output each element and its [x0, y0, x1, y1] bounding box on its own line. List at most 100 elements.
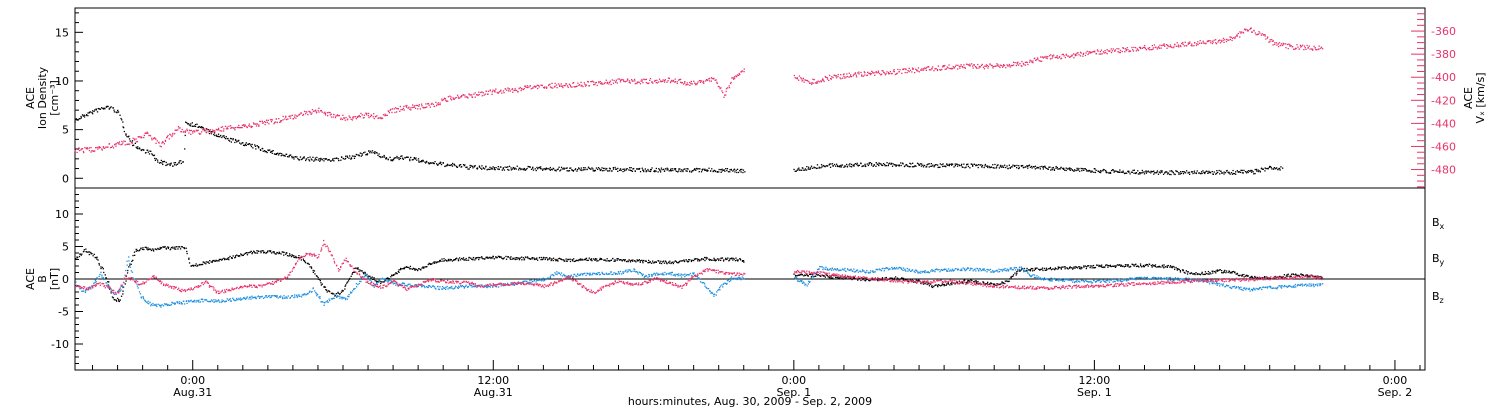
- data-dot: [199, 133, 202, 135]
- data-dot: [161, 142, 163, 144]
- data-dot: [570, 86, 572, 88]
- data-dot: [816, 167, 818, 169]
- data-dot: [972, 67, 974, 69]
- data-dot: [179, 248, 182, 250]
- data-dot: [234, 138, 237, 141]
- data-dot: [454, 97, 456, 99]
- data-dot: [1155, 172, 1157, 174]
- data-dot: [1230, 271, 1232, 274]
- data-dot: [1194, 172, 1196, 174]
- data-dot: [665, 260, 667, 263]
- data-dot: [901, 72, 903, 74]
- data-dot: [695, 258, 697, 260]
- data-dot: [1187, 43, 1189, 45]
- data-dot: [561, 259, 563, 261]
- data-dot: [520, 89, 522, 92]
- data-dot: [1158, 171, 1160, 173]
- data-dot: [131, 142, 133, 145]
- data-dot: [479, 284, 481, 286]
- data-dot: [721, 90, 723, 92]
- data-dot: [467, 259, 470, 261]
- data-dot: [1089, 266, 1091, 269]
- data-dot: [1237, 32, 1239, 35]
- data-dot: [821, 166, 823, 168]
- data-dot: [360, 112, 362, 115]
- data-dot: [319, 280, 321, 282]
- data-dot: [1036, 267, 1038, 270]
- data-dot: [278, 118, 280, 120]
- data-dot: [565, 167, 567, 169]
- data-dot: [418, 105, 420, 107]
- data-dot: [661, 169, 663, 171]
- data-dot: [1315, 49, 1318, 51]
- data-dot: [647, 262, 649, 264]
- data-dot: [696, 83, 698, 85]
- data-dot: [394, 157, 396, 159]
- data-dot: [875, 71, 877, 73]
- data-dot: [191, 125, 193, 127]
- data-dot: [1092, 51, 1095, 53]
- data-dot: [505, 255, 507, 258]
- data-dot: [1290, 275, 1292, 277]
- data-dot: [391, 274, 393, 277]
- data-dot: [1153, 44, 1156, 46]
- data-dot: [966, 63, 968, 65]
- data-dot: [441, 98, 443, 100]
- data-dot: [1163, 264, 1165, 266]
- data-dot: [391, 108, 394, 110]
- data-dot: [477, 94, 479, 96]
- data-dot: [658, 168, 660, 170]
- data-dot: [445, 165, 447, 167]
- data-dot: [491, 91, 493, 93]
- data-dot: [1186, 45, 1188, 47]
- data-dot: [156, 305, 158, 308]
- data-dot: [1086, 170, 1088, 172]
- data-dot: [1158, 46, 1160, 48]
- data-dot: [574, 168, 577, 170]
- data-dot: [457, 96, 459, 98]
- data-dot: [102, 277, 105, 279]
- data-dot: [803, 275, 805, 277]
- data-dot: [700, 80, 702, 82]
- data-dot: [152, 248, 154, 250]
- data-dot: [1202, 273, 1204, 276]
- data-dot: [350, 275, 352, 277]
- data-dot: [499, 283, 501, 285]
- data-dot: [594, 83, 596, 86]
- data-dot: [205, 128, 207, 130]
- data-dot: [83, 116, 86, 118]
- data-dot: [448, 287, 450, 289]
- data-dot: [387, 277, 389, 279]
- data-dot: [341, 290, 344, 292]
- data-dot: [1244, 171, 1247, 173]
- data-dot: [308, 160, 311, 162]
- data-dot: [546, 86, 548, 88]
- data-dot: [361, 270, 363, 272]
- data-dot: [182, 161, 184, 163]
- data-dot: [230, 138, 232, 140]
- data-dot: [907, 70, 909, 72]
- data-dot: [144, 132, 146, 134]
- data-dot: [730, 168, 732, 171]
- data-dot: [1127, 265, 1129, 267]
- data-dot: [680, 260, 682, 262]
- data-dot: [504, 283, 506, 285]
- data-dot: [450, 259, 452, 261]
- data-dot: [591, 167, 593, 169]
- data-dot: [1285, 43, 1287, 45]
- data-dot: [107, 285, 110, 287]
- data-dot: [1113, 265, 1115, 267]
- data-dot: [87, 148, 89, 150]
- data-dot: [232, 138, 234, 140]
- data-dot: [830, 163, 832, 165]
- data-dot: [428, 285, 430, 287]
- data-dot: [332, 297, 334, 299]
- data-dot: [662, 260, 665, 262]
- data-dot: [97, 148, 99, 150]
- data-dot: [1111, 169, 1113, 172]
- data-dot: [703, 169, 706, 171]
- data-dot: [175, 246, 177, 248]
- data-dot: [682, 170, 684, 173]
- data-dot: [238, 124, 240, 127]
- data-dot: [87, 115, 89, 117]
